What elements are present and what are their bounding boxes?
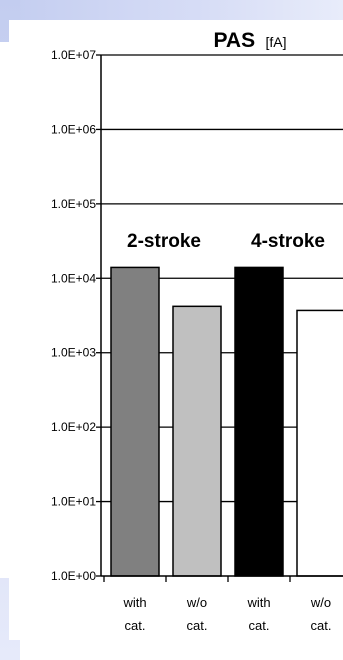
x-tick-label: cat. xyxy=(249,618,270,633)
y-tick-label: 1.0E+04 xyxy=(51,271,96,285)
y-tick-label: 1.0E+03 xyxy=(51,346,96,360)
group-label: 2-stroke xyxy=(127,231,201,252)
x-tick-label: with xyxy=(122,595,146,610)
x-tick-label: cat. xyxy=(187,618,208,633)
chart-title: PAS [fA] xyxy=(213,29,286,52)
y-tick-label: 1.0E+00 xyxy=(51,569,96,583)
group-labels: 2-stroke 4-stroke xyxy=(127,231,325,252)
chart-title-main: PAS xyxy=(213,29,255,52)
group-label: 4-stroke xyxy=(251,231,325,252)
chart-title-unit: [fA] xyxy=(266,34,287,50)
bar xyxy=(110,266,160,577)
bar xyxy=(234,266,284,577)
bar xyxy=(296,309,343,577)
y-tick-label: 1.0E+01 xyxy=(51,495,96,509)
x-tick-label: cat. xyxy=(125,618,146,633)
x-tick-label: w/o xyxy=(310,595,331,610)
top-background-band xyxy=(0,0,343,20)
x-tick-labels: with cat. w/o cat. with cat. w/o cat. xyxy=(122,595,331,633)
y-tick-label: 1.0E+07 xyxy=(51,48,96,62)
x-tick-label: w/o xyxy=(186,595,207,610)
y-tick-label: 1.0E+05 xyxy=(51,197,96,211)
x-tick-label: with xyxy=(246,595,270,610)
y-tick-labels: 1.0E+00 1.0E+01 1.0E+02 1.0E+03 1.0E+04 1.0E+… xyxy=(51,48,96,583)
bar xyxy=(172,305,222,577)
y-tick-label: 1.0E+02 xyxy=(51,420,96,434)
x-tick-label: cat. xyxy=(311,618,332,633)
y-tick-label: 1.0E+06 xyxy=(51,122,96,136)
axis-layer xyxy=(100,55,343,577)
